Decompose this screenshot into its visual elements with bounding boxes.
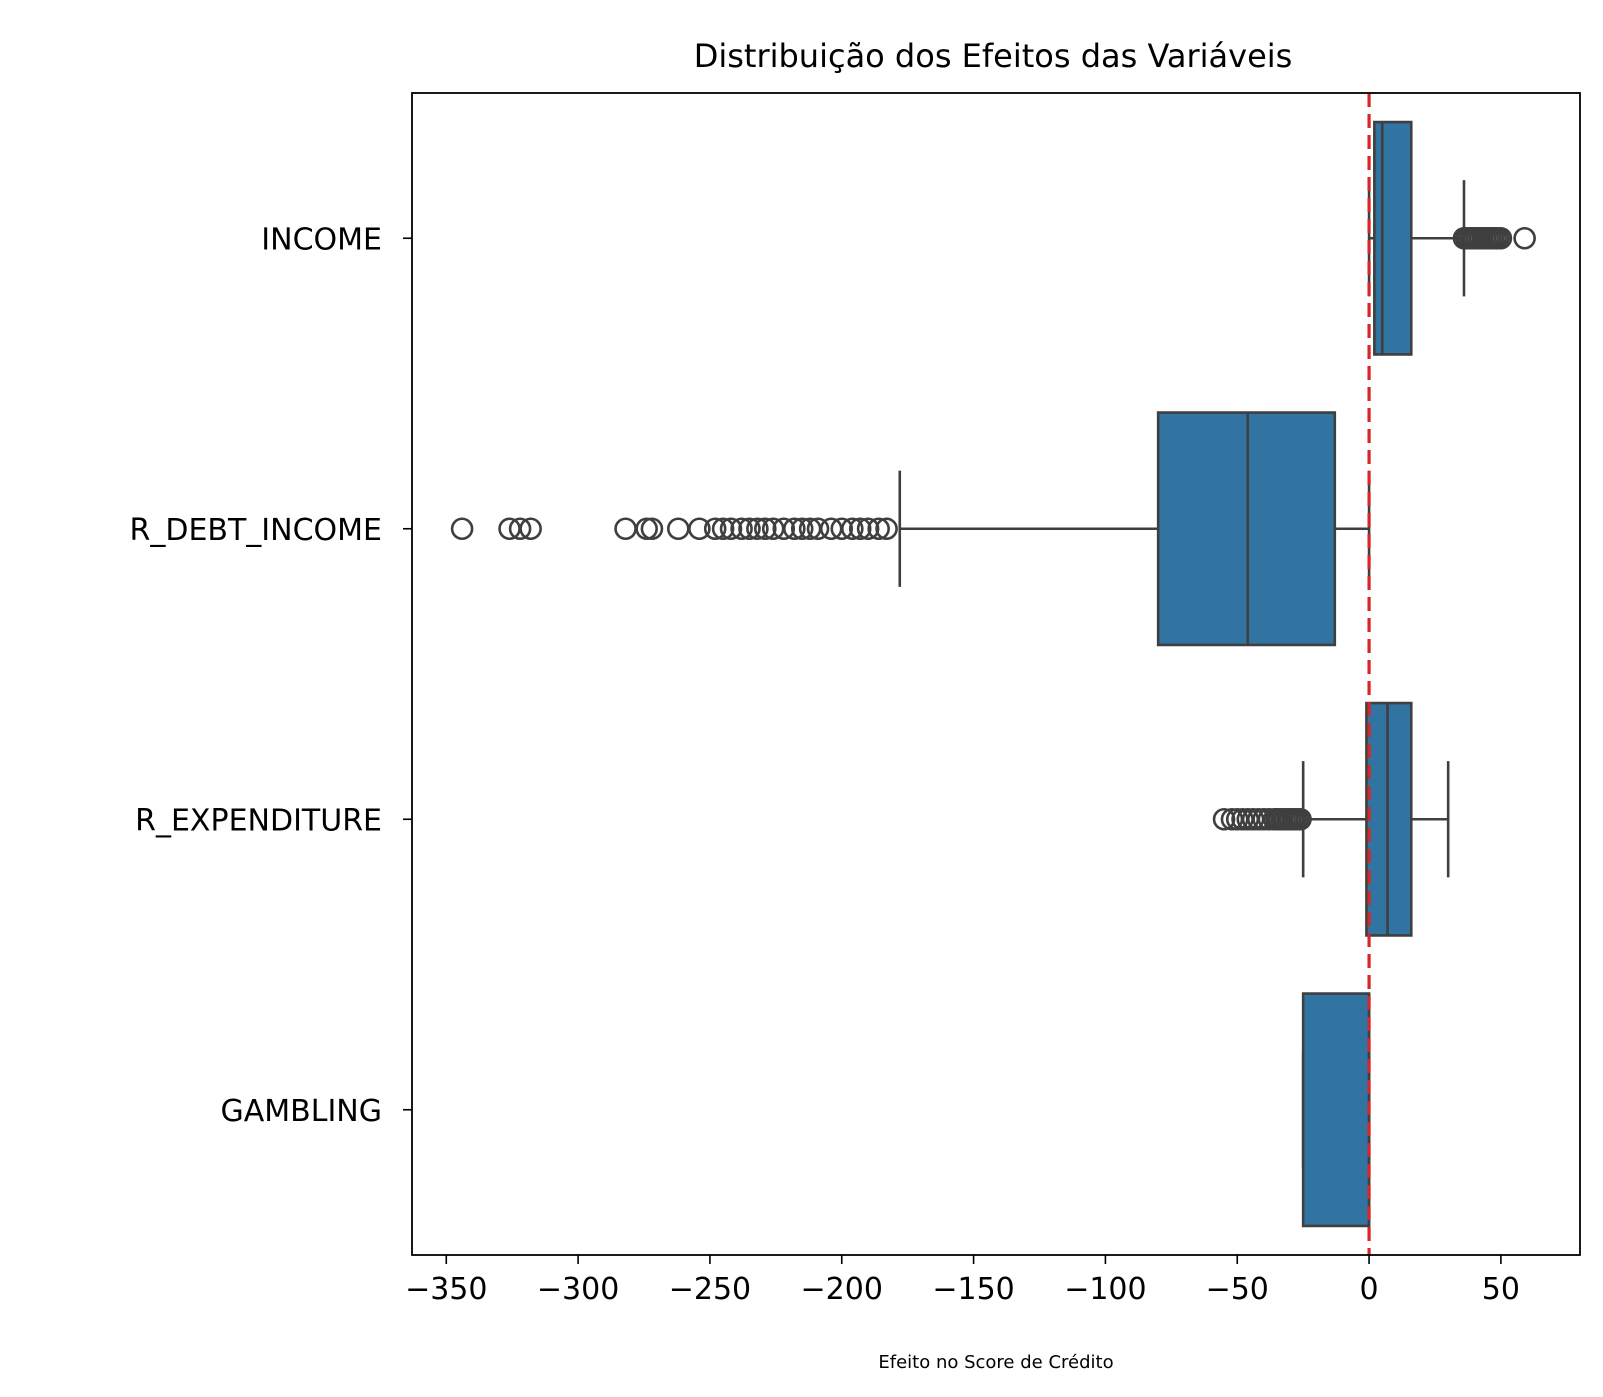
box-group-r-expenditure	[1212, 701, 1450, 937]
plot-frame	[411, 92, 1581, 1256]
y-tick-label: INCOME	[261, 222, 382, 257]
box-iqr	[1301, 992, 1371, 1228]
x-tick-label: −150	[932, 1272, 1014, 1307]
outlier-point	[1513, 226, 1536, 250]
outlier-point	[688, 517, 711, 541]
outlier-point	[806, 517, 830, 541]
x-tick-label: 50	[1482, 1272, 1520, 1307]
outlier-point	[719, 517, 743, 541]
outlier-point	[1289, 807, 1312, 831]
outlier-point	[703, 517, 727, 541]
box-group-r-debt-income	[450, 411, 1371, 647]
x-tick-label: −350	[405, 1272, 487, 1307]
x-axis: −350 −300 −250 −200 −150 −100 −50 0 50	[405, 1255, 1520, 1307]
box-group-gambling	[1301, 992, 1371, 1228]
chart-title: Distribuição dos Efeitos das Variáveis	[694, 37, 1293, 75]
x-tick-label: −200	[801, 1272, 883, 1307]
outlier-point	[508, 517, 532, 541]
outlier-point	[640, 517, 664, 541]
x-tick-label: −100	[1064, 1272, 1146, 1307]
plot-area	[450, 93, 1536, 1255]
x-tick-label: −50	[1206, 1272, 1269, 1307]
outlier-point	[856, 517, 880, 541]
outlier-point	[848, 517, 872, 541]
box-iqr	[1373, 120, 1413, 356]
outlier-point	[754, 517, 777, 541]
y-tick-label: R_EXPENDITURE	[135, 803, 382, 838]
outlier-point	[730, 517, 753, 541]
x-tick-label: −300	[537, 1272, 619, 1307]
outlier-point	[867, 517, 890, 541]
y-tick-label: R_DEBT_INCOME	[130, 513, 383, 548]
outlier-point	[875, 517, 898, 541]
y-axis: INCOME R_DEBT_INCOME R_EXPENDITURE GAMBLING	[130, 222, 412, 1129]
outlier-point	[635, 517, 658, 541]
outlier-point	[772, 517, 796, 541]
x-tick-label: −250	[669, 1272, 751, 1307]
x-axis-label: Efeito no Score de Crédito	[878, 1352, 1113, 1373]
outlier-point	[841, 517, 864, 541]
outlier-point	[746, 517, 769, 541]
outlier-point	[790, 517, 814, 541]
x-tick-label: 0	[1360, 1272, 1379, 1307]
outlier-point	[711, 517, 735, 541]
box-iqr	[1156, 411, 1337, 647]
box-group-income	[1367, 120, 1536, 356]
outlier-point	[830, 517, 854, 541]
outlier-point	[783, 517, 806, 541]
outlier-point	[519, 517, 542, 541]
outlier-point	[450, 517, 474, 541]
outlier-point	[1212, 807, 1236, 831]
outlier-point	[738, 517, 761, 541]
box-iqr	[1365, 701, 1413, 937]
outlier-point	[1489, 226, 1513, 250]
y-tick-label: GAMBLING	[221, 1094, 382, 1129]
